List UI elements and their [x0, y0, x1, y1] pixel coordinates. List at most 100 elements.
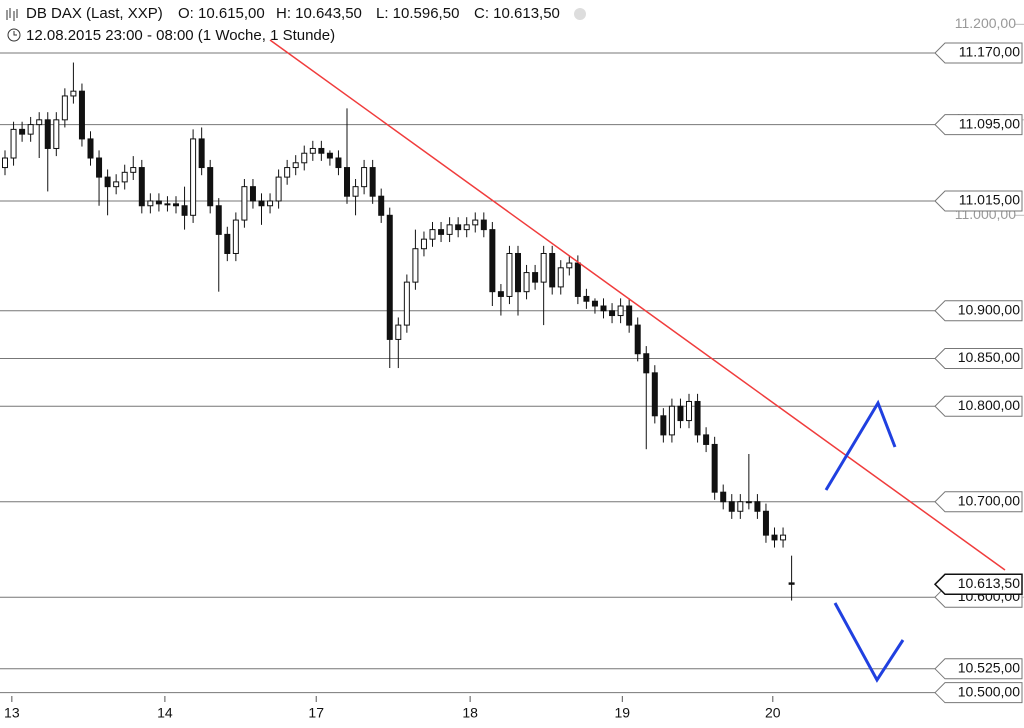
candle-body [549, 252, 556, 288]
candle-body [113, 181, 120, 188]
candle-body [53, 119, 60, 149]
candle-body [694, 400, 701, 436]
candle-body [429, 229, 436, 240]
candle-body [472, 219, 479, 226]
settings-icon[interactable] [574, 8, 586, 20]
candle-body [455, 224, 462, 231]
clock-hands [13, 31, 17, 36]
candle-body [711, 443, 718, 493]
candle-body [420, 238, 427, 250]
level-label: 11.015,00 [959, 192, 1020, 208]
candle-body [155, 200, 162, 205]
candle-body [130, 167, 137, 173]
chart-title: DB DAX (Last, XXP) [26, 5, 163, 22]
candle-body [762, 510, 769, 536]
candle-body [335, 157, 342, 169]
clock-icon [7, 28, 21, 42]
candle-body [309, 147, 316, 154]
candle-body [412, 248, 419, 283]
candle-body [463, 224, 470, 231]
candle-body [506, 252, 513, 297]
level-label: 10.800,00 [958, 397, 1020, 413]
candle-body [677, 405, 684, 422]
candle-body [386, 214, 393, 340]
candle-body [164, 203, 171, 206]
x-tick-label: 17 [308, 705, 324, 721]
up-arrow [824, 399, 897, 491]
candle-body [737, 501, 744, 512]
candle-body [190, 138, 197, 216]
info-high: H: 10.643,50 [276, 5, 362, 22]
candle-body [574, 262, 581, 297]
candle-body [489, 229, 496, 293]
chart-subtitle: 12.08.2015 23:00 - 08:00 (1 Woche, 1 Stu… [26, 27, 335, 44]
candle-body [61, 95, 68, 121]
candle-body [557, 267, 564, 288]
candle-body [104, 176, 111, 188]
down-arrow [833, 602, 905, 683]
candle-body [609, 310, 616, 317]
level-label: 11.095,00 [959, 115, 1020, 131]
header: DB DAX (Last, XXP) O: 10.615,00 H: 10.64… [6, 5, 586, 44]
x-tick-label: 20 [765, 705, 781, 721]
candle-body [87, 138, 94, 159]
level-box [934, 348, 1023, 370]
candle-body [643, 353, 650, 374]
candle-body [591, 300, 598, 307]
candle-body [771, 534, 778, 541]
candle-body [147, 200, 154, 207]
candle-body [70, 90, 77, 97]
candle-body [258, 200, 265, 207]
candle-body [497, 291, 504, 297]
candle-body [788, 582, 795, 585]
candle-body [326, 152, 333, 159]
candle-body [600, 305, 607, 312]
info-close: C: 10.613,50 [474, 5, 560, 22]
candle-body [446, 224, 453, 235]
candle-body [626, 305, 633, 326]
candle-body [703, 434, 710, 445]
candle-body [361, 167, 368, 188]
candle-body [583, 295, 590, 302]
candle-body [181, 205, 188, 216]
y-tick-label: 11.200,00 [955, 15, 1016, 31]
candle-body [318, 147, 325, 154]
last-price-box [933, 573, 1023, 596]
level-label: 11.170,00 [959, 44, 1020, 60]
x-tick-label: 14 [157, 705, 173, 721]
candle-body [10, 128, 17, 159]
last-price-label: 10.613,50 [958, 575, 1020, 591]
candle-body [344, 167, 351, 197]
candle-body [634, 324, 641, 355]
candle-body [668, 405, 675, 436]
candle-body [284, 167, 291, 178]
candle-body [36, 119, 43, 126]
candle-body [215, 205, 222, 235]
level-box [934, 682, 1023, 704]
candle-body [138, 167, 145, 207]
candle-body [369, 167, 376, 197]
candle-body [780, 534, 787, 541]
candle-body [301, 152, 308, 164]
level-box [934, 114, 1023, 136]
candle-body [275, 176, 282, 202]
candle-body [378, 195, 385, 216]
candle-body [617, 305, 624, 317]
level-label: 10.900,00 [958, 301, 1020, 317]
candle-body [241, 186, 248, 221]
x-tick-label: 19 [615, 705, 631, 721]
candle-body [352, 186, 359, 197]
candle-body [745, 501, 752, 504]
candle-body [232, 219, 239, 254]
trend-line [269, 39, 1006, 571]
candle-body [249, 186, 256, 202]
candle-body [438, 229, 445, 235]
candle-body [566, 262, 573, 269]
candle-body [292, 162, 299, 169]
candle-body [267, 200, 274, 207]
candle-body [403, 281, 410, 326]
level-label: 10.525,00 [958, 660, 1020, 676]
info-low: L: 10.596,50 [376, 5, 459, 22]
x-tick-label: 18 [462, 705, 478, 721]
candle-body [728, 501, 735, 512]
